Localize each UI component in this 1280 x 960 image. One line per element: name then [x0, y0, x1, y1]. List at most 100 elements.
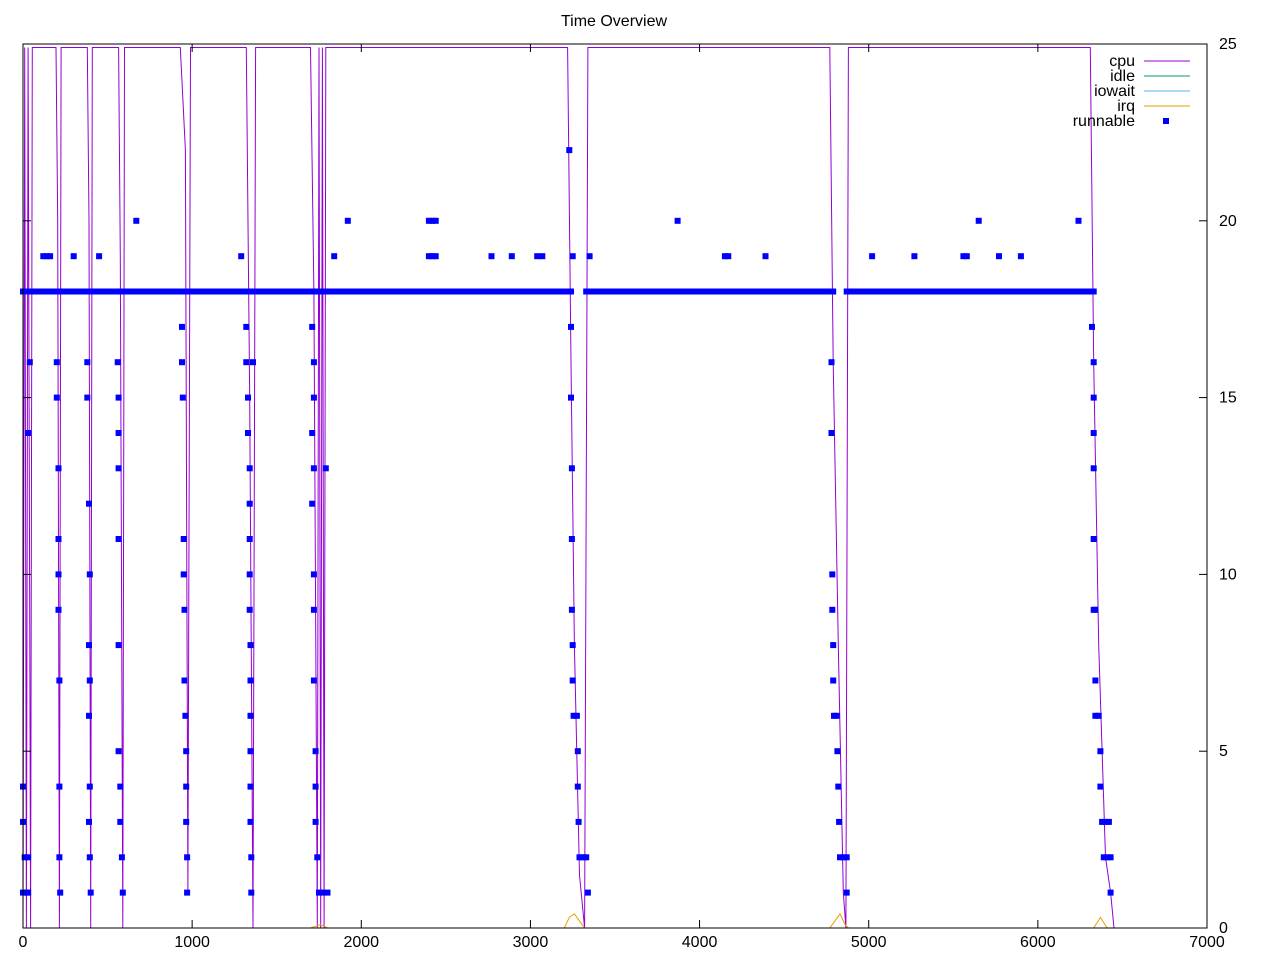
runnable-point [1097, 748, 1104, 755]
runnable-point [574, 783, 581, 790]
x-tick-label: 4000 [682, 934, 718, 951]
runnable-point [229, 288, 236, 295]
runnable-point [600, 288, 607, 295]
runnable-point [310, 571, 317, 578]
runnable-point [50, 288, 57, 295]
runnable-point [711, 288, 718, 295]
runnable-point [1002, 288, 1009, 295]
runnable-point [40, 288, 47, 295]
runnable-point [247, 677, 254, 684]
runnable-point [442, 288, 449, 295]
runnable-point [316, 889, 322, 896]
runnable-point [449, 288, 456, 295]
runnable-point [133, 217, 140, 224]
runnable-point [963, 253, 970, 260]
runnable-point [527, 288, 534, 295]
runnable-point [837, 854, 843, 861]
runnable-point [721, 253, 728, 260]
runnable-point [55, 606, 62, 613]
x-tick-label: 0 [19, 934, 28, 951]
y-tick-label: 10 [1219, 566, 1237, 583]
runnable-point [70, 288, 77, 295]
runnable-point [833, 712, 840, 719]
runnable-point [1090, 394, 1097, 401]
runnable-point [569, 642, 576, 649]
runnable-point [26, 288, 33, 295]
runnable-point [534, 288, 541, 295]
runnable-point [772, 288, 779, 295]
plot-frame [22, 43, 1208, 929]
runnable-point [931, 288, 938, 295]
runnable-point [975, 217, 982, 224]
runnable-point [1043, 288, 1050, 295]
runnable-point [86, 500, 92, 507]
runnable-point [53, 359, 60, 366]
runnable-point [310, 288, 317, 295]
runnable-point [678, 288, 684, 295]
runnable-point [432, 253, 439, 260]
runnable-point [87, 288, 94, 295]
runnable-point [829, 571, 836, 578]
runnable-point [826, 288, 833, 295]
runnable-point [829, 606, 836, 613]
runnable-point [310, 606, 317, 613]
runnable-point [40, 253, 47, 260]
runnable-point [365, 288, 372, 295]
runnable-point [765, 288, 772, 295]
runnable-point [358, 288, 365, 295]
runnable-point [627, 288, 634, 295]
runnable-point [661, 288, 668, 295]
runnable-point [517, 288, 524, 295]
runnable-point [941, 288, 948, 295]
runnable-point [378, 288, 385, 295]
runnable-point [1026, 288, 1033, 295]
runnable-point [524, 288, 530, 295]
runnable-point [640, 288, 647, 295]
runnable-point [738, 288, 745, 295]
runnable-point [834, 748, 841, 755]
runnable-point [55, 571, 62, 578]
runnable-point [575, 818, 582, 825]
runnable-point [432, 288, 439, 295]
runnable-point [786, 288, 793, 295]
runnable-point [561, 288, 568, 295]
runnable-point [80, 288, 87, 295]
runnable-point [183, 748, 190, 755]
runnable-point [952, 288, 958, 295]
runnable-point [312, 783, 319, 790]
runnable-point [1053, 288, 1060, 295]
runnable-point [310, 465, 317, 472]
runnable-point [880, 288, 887, 295]
runnable-point [239, 288, 246, 295]
runnable-point [835, 783, 842, 790]
runnable-point [688, 288, 695, 295]
runnable-point [566, 147, 573, 154]
runnable-point [131, 288, 138, 295]
legend-label-idle: idle [1110, 68, 1135, 85]
runnable-point [897, 288, 904, 295]
runnable-point [1090, 465, 1097, 472]
runnable-point [312, 818, 319, 825]
runnable-point [965, 288, 972, 295]
runnable-point [456, 288, 463, 295]
runnable-point [70, 253, 77, 260]
runnable-point [613, 288, 620, 295]
runnable-point [43, 253, 50, 260]
runnable-point [828, 430, 835, 436]
runnable-point [762, 288, 769, 295]
runnable-point [671, 288, 678, 295]
runnable-point [843, 288, 850, 295]
runnable-point [115, 430, 122, 436]
runnable-point [1105, 818, 1112, 825]
runnable-point [508, 253, 515, 260]
runnable-point [86, 677, 93, 684]
x-tick-label: 2000 [343, 934, 379, 951]
runnable-point [681, 288, 688, 295]
runnable-point [179, 394, 186, 401]
runnable-point [887, 288, 894, 295]
runnable-point [118, 854, 125, 861]
runnable-point [596, 288, 603, 295]
runnable-point [1067, 288, 1073, 295]
runnable-point [439, 288, 446, 295]
runnable-point [115, 642, 122, 649]
